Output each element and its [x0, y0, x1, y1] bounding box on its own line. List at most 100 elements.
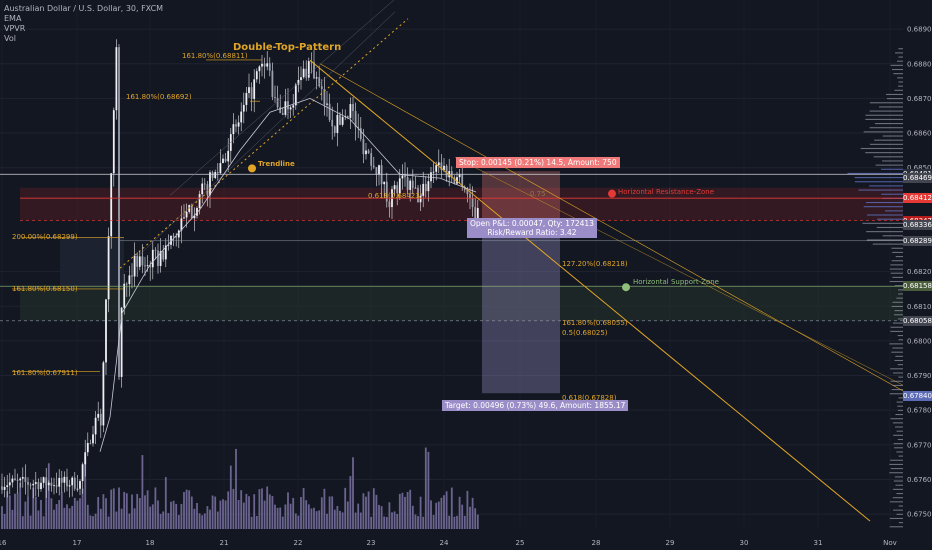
volume-bar	[34, 496, 37, 529]
time-axis-background	[0, 534, 932, 550]
candle-body	[414, 187, 417, 189]
volume-bar	[245, 493, 248, 529]
volume-bar	[357, 503, 360, 529]
time-tick: 18	[146, 539, 155, 547]
volume-bar	[183, 492, 185, 529]
candle-body	[365, 150, 367, 155]
volume-profile-bar	[865, 114, 903, 116]
volume-profile-bar	[898, 397, 903, 399]
candle-body	[11, 478, 14, 483]
volume-profile-bar	[893, 480, 903, 482]
candle-body	[435, 165, 438, 172]
resistance-zone-label[interactable]: Horizontal Resistance-Zone	[618, 188, 715, 196]
time-tick: Nov	[883, 539, 897, 547]
volume-bar	[391, 512, 393, 529]
candle-body	[107, 236, 110, 300]
volume-bar	[323, 488, 326, 529]
volume-bar	[79, 498, 81, 529]
candle-body	[297, 79, 300, 85]
volume-profile-bar	[890, 368, 903, 370]
target-label[interactable]: Target: 0.00496 (0.73%) 49.6, Amount: 18…	[442, 400, 629, 411]
volume-profile-bar	[892, 372, 903, 374]
candle-body	[463, 186, 466, 190]
candle-body	[16, 480, 19, 481]
volume-bar	[339, 510, 341, 529]
candle-body	[164, 245, 167, 260]
fib-label: 0.75	[530, 190, 546, 198]
trendline-label[interactable]: Trendline	[258, 160, 295, 168]
price-label: 0.68336	[903, 219, 932, 230]
candle-body	[196, 208, 198, 216]
candle-body	[346, 116, 349, 118]
volume-bar	[409, 489, 412, 529]
candle-body	[125, 283, 128, 285]
candle-body	[235, 124, 237, 127]
candle-body	[76, 488, 79, 490]
candle-body	[354, 110, 357, 128]
volume-profile-bar	[873, 156, 903, 158]
candle-body	[396, 185, 399, 194]
candle-body	[427, 181, 430, 192]
time-tick: 31	[814, 539, 823, 547]
indicator-ema[interactable]: EMA	[4, 14, 22, 23]
volume-profile-bar	[891, 351, 903, 353]
volume-bar	[307, 504, 310, 529]
volume-bar	[53, 509, 55, 529]
volume-profile-bar	[897, 405, 903, 407]
time-tick: 21	[220, 539, 229, 547]
stop-loss-label[interactable]: Stop: 0.00145 (0.21%) 14.5, Amount: 750	[456, 157, 620, 168]
volume-profile-bar	[881, 168, 903, 170]
time-tick: 30	[740, 539, 749, 547]
volume-bar	[136, 493, 139, 529]
volume-bar	[76, 500, 79, 529]
candle-body	[242, 104, 245, 112]
volume-bar	[365, 496, 367, 529]
open-pl-label[interactable]: Open P&L: 0.00047, Qty: 172413 Risk/Rewa…	[467, 218, 597, 238]
volume-profile-bar	[872, 243, 903, 245]
indicator-vol[interactable]: Vol	[4, 34, 16, 43]
double-top-label[interactable]: Double-Top-Pattern	[233, 42, 342, 53]
volume-bar	[463, 515, 466, 529]
candle-body	[440, 162, 443, 170]
volume-bar	[466, 490, 469, 529]
volume-profile-bar	[897, 318, 903, 320]
volume-bar	[146, 490, 149, 529]
volume-bar	[19, 482, 22, 529]
volume-profile-bar	[877, 218, 903, 220]
volume-bar	[315, 511, 318, 529]
volume-profile	[847, 48, 903, 528]
volume-profile-bar	[866, 214, 903, 216]
support-zone-label[interactable]: Horizontal Support-Zone	[633, 278, 719, 286]
volume-bar	[68, 508, 71, 529]
candle-body	[333, 126, 336, 133]
candle-body	[294, 84, 297, 106]
volume-bar	[346, 501, 349, 529]
indicator-vpvr[interactable]: VPVR	[4, 24, 26, 33]
volume-profile-bar	[889, 343, 903, 345]
volume-bar	[27, 496, 29, 529]
volume-bar	[219, 500, 222, 529]
volume-profile-bar	[892, 276, 903, 278]
volume-bar	[448, 515, 451, 529]
candle-body	[3, 486, 6, 490]
volume-profile-bar	[858, 189, 903, 191]
candle-body	[29, 484, 32, 486]
candle-body	[118, 47, 120, 377]
volume-profile-bar	[898, 289, 903, 291]
volume-bar	[432, 514, 435, 529]
volume-bar	[16, 492, 19, 529]
volume-profile-bar	[874, 139, 903, 141]
volume-profile-bar	[892, 509, 903, 511]
candle-body	[276, 97, 279, 108]
volume-bar	[81, 488, 84, 529]
symbol-title: Australian Dollar / U.S. Dollar, 30, FXC…	[4, 4, 164, 13]
candle-body	[370, 153, 373, 166]
price-label: 0.68289	[903, 235, 932, 246]
candle-body	[167, 244, 170, 246]
candle-body	[388, 201, 391, 208]
volume-bar	[396, 513, 399, 529]
volume-bar	[367, 491, 370, 529]
volume-profile-bar	[866, 239, 903, 241]
candle-body	[157, 250, 159, 266]
